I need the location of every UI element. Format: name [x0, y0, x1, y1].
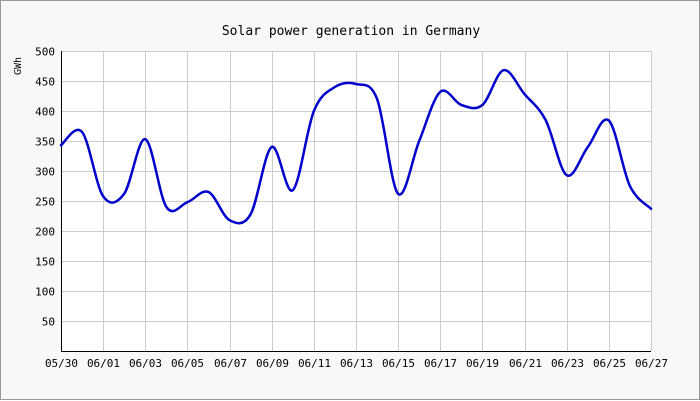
- x-tick-label: 06/01: [87, 357, 120, 370]
- y-tick-label: 50: [42, 316, 55, 329]
- x-tick-label: 06/11: [298, 357, 331, 370]
- x-tick-labels: 05/30 06/01 06/03 06/05 06/07 06/09 06/11 06/13…: [45, 357, 668, 370]
- y-tick-label: 400: [35, 106, 55, 119]
- x-tick-label: 06/05: [171, 357, 204, 370]
- x-tick-label: 06/09: [256, 357, 289, 370]
- x-tick-label: 06/13: [340, 357, 373, 370]
- y-tick-labels: 50 100 150 200 250 300 350 400 450 500: [35, 46, 55, 329]
- x-tick-label: 06/19: [466, 357, 499, 370]
- x-tick-label: 06/25: [593, 357, 626, 370]
- y-tick-label: 450: [35, 76, 55, 89]
- y-tick-label: 150: [35, 256, 55, 269]
- y-tick-label: 500: [35, 46, 55, 59]
- x-tick-label: 05/30: [45, 357, 78, 370]
- y-tick-label: 350: [35, 136, 55, 149]
- chart-title: Solar power generation in Germany: [222, 24, 480, 39]
- y-axis-label: GWh: [13, 57, 24, 75]
- y-tick-label: 250: [35, 196, 55, 209]
- x-tick-label: 06/27: [635, 357, 668, 370]
- x-tick-label: 06/03: [129, 357, 162, 370]
- x-tick-label: 06/07: [214, 357, 247, 370]
- x-tick-label: 06/23: [551, 357, 584, 370]
- y-tick-label: 300: [35, 166, 55, 179]
- x-tick-label: 06/15: [382, 357, 415, 370]
- y-tick-label: 100: [35, 286, 55, 299]
- x-tick-label: 06/17: [424, 357, 457, 370]
- x-tick-label: 06/21: [509, 357, 542, 370]
- y-tick-label: 200: [35, 226, 55, 239]
